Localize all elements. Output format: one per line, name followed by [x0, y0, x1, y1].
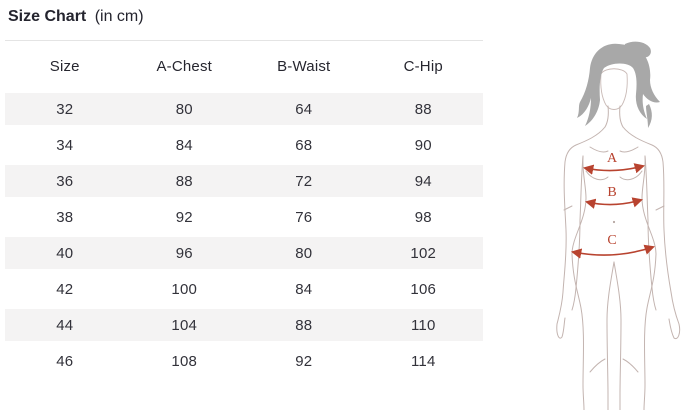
- column-header-hip: C-Hip: [403, 57, 443, 75]
- table-cell: 76: [295, 208, 313, 226]
- table-header-row: Size A-Chest B-Waist C-Hip: [5, 41, 483, 91]
- table-cell: 88: [295, 316, 313, 334]
- measurement-labels: A B C: [607, 151, 618, 248]
- page-title: Size Chart (in cm): [8, 8, 144, 26]
- table-row: 34 84 68 90: [5, 127, 483, 163]
- table-cell: 98: [414, 208, 432, 226]
- table-cell: 36: [56, 172, 74, 190]
- table-cell: 88: [175, 172, 193, 190]
- measurement-arrows: [570, 163, 655, 259]
- table-cell: 92: [295, 352, 313, 370]
- table-cell: 104: [171, 316, 198, 334]
- table-row: 44 104 88 110: [5, 307, 483, 343]
- hip-arrow: [570, 244, 655, 259]
- table-cell: 32: [56, 100, 74, 118]
- table-cell: 96: [175, 244, 193, 262]
- table-cell: 80: [175, 100, 193, 118]
- label-chest-a: A: [607, 151, 618, 166]
- table-cell: 44: [56, 316, 74, 334]
- page-title-main: Size Chart: [8, 8, 87, 25]
- table-body: 32 80 64 88 34 84 68 90 36 88 72 94 38 92 76 98 40 96 80 10…: [5, 91, 483, 379]
- table-cell: 80: [295, 244, 313, 262]
- table-cell: 46: [56, 352, 74, 370]
- table-cell: 68: [295, 136, 313, 154]
- table-cell: 90: [414, 136, 432, 154]
- table-cell: 72: [295, 172, 313, 190]
- column-header-size: Size: [49, 57, 80, 75]
- table-cell: 88: [414, 100, 432, 118]
- table-cell: 40: [56, 244, 74, 262]
- table-row: 42 100 84 106: [5, 271, 483, 307]
- female-figure-illustration: A B C: [556, 41, 681, 410]
- table-cell: 106: [410, 280, 437, 298]
- table-cell: 92: [175, 208, 193, 226]
- table-cell: 102: [410, 244, 437, 262]
- table-row: 32 80 64 88: [5, 91, 483, 127]
- table-row: 36 88 72 94: [5, 163, 483, 199]
- hair-shape: [577, 43, 660, 126]
- column-header-waist: B-Waist: [277, 57, 331, 75]
- table-cell: 42: [56, 280, 74, 298]
- label-waist-b: B: [607, 185, 616, 200]
- page-title-unit: (in cm): [94, 8, 144, 25]
- table-cell: 64: [295, 100, 313, 118]
- figure-head: [577, 41, 660, 128]
- chest-arrow: [582, 163, 646, 175]
- table-row: 46 108 92 114: [5, 343, 483, 379]
- table-cell: 84: [295, 280, 313, 298]
- size-table: Size A-Chest B-Waist C-Hip 32 80 64 88 34 84 6…: [5, 40, 483, 379]
- table-cell: 84: [175, 136, 193, 154]
- waist-arrow: [584, 197, 643, 209]
- table-cell: 110: [410, 316, 436, 334]
- label-hip-c: C: [607, 233, 616, 248]
- table-row: 38 92 76 98: [5, 199, 483, 235]
- table-cell: 108: [171, 352, 198, 370]
- hair-bun: [625, 41, 651, 58]
- table-cell: 100: [171, 280, 198, 298]
- table-cell: 38: [56, 208, 74, 226]
- table-cell: 34: [56, 136, 74, 154]
- figure-body-outline: [556, 105, 681, 410]
- hair-strand: [646, 104, 652, 128]
- table-cell: 114: [410, 352, 436, 370]
- table-cell: 94: [414, 172, 432, 190]
- column-header-chest: A-Chest: [156, 57, 213, 75]
- table-row: 40 96 80 102: [5, 235, 483, 271]
- body-measurement-figure: A B C: [552, 40, 697, 410]
